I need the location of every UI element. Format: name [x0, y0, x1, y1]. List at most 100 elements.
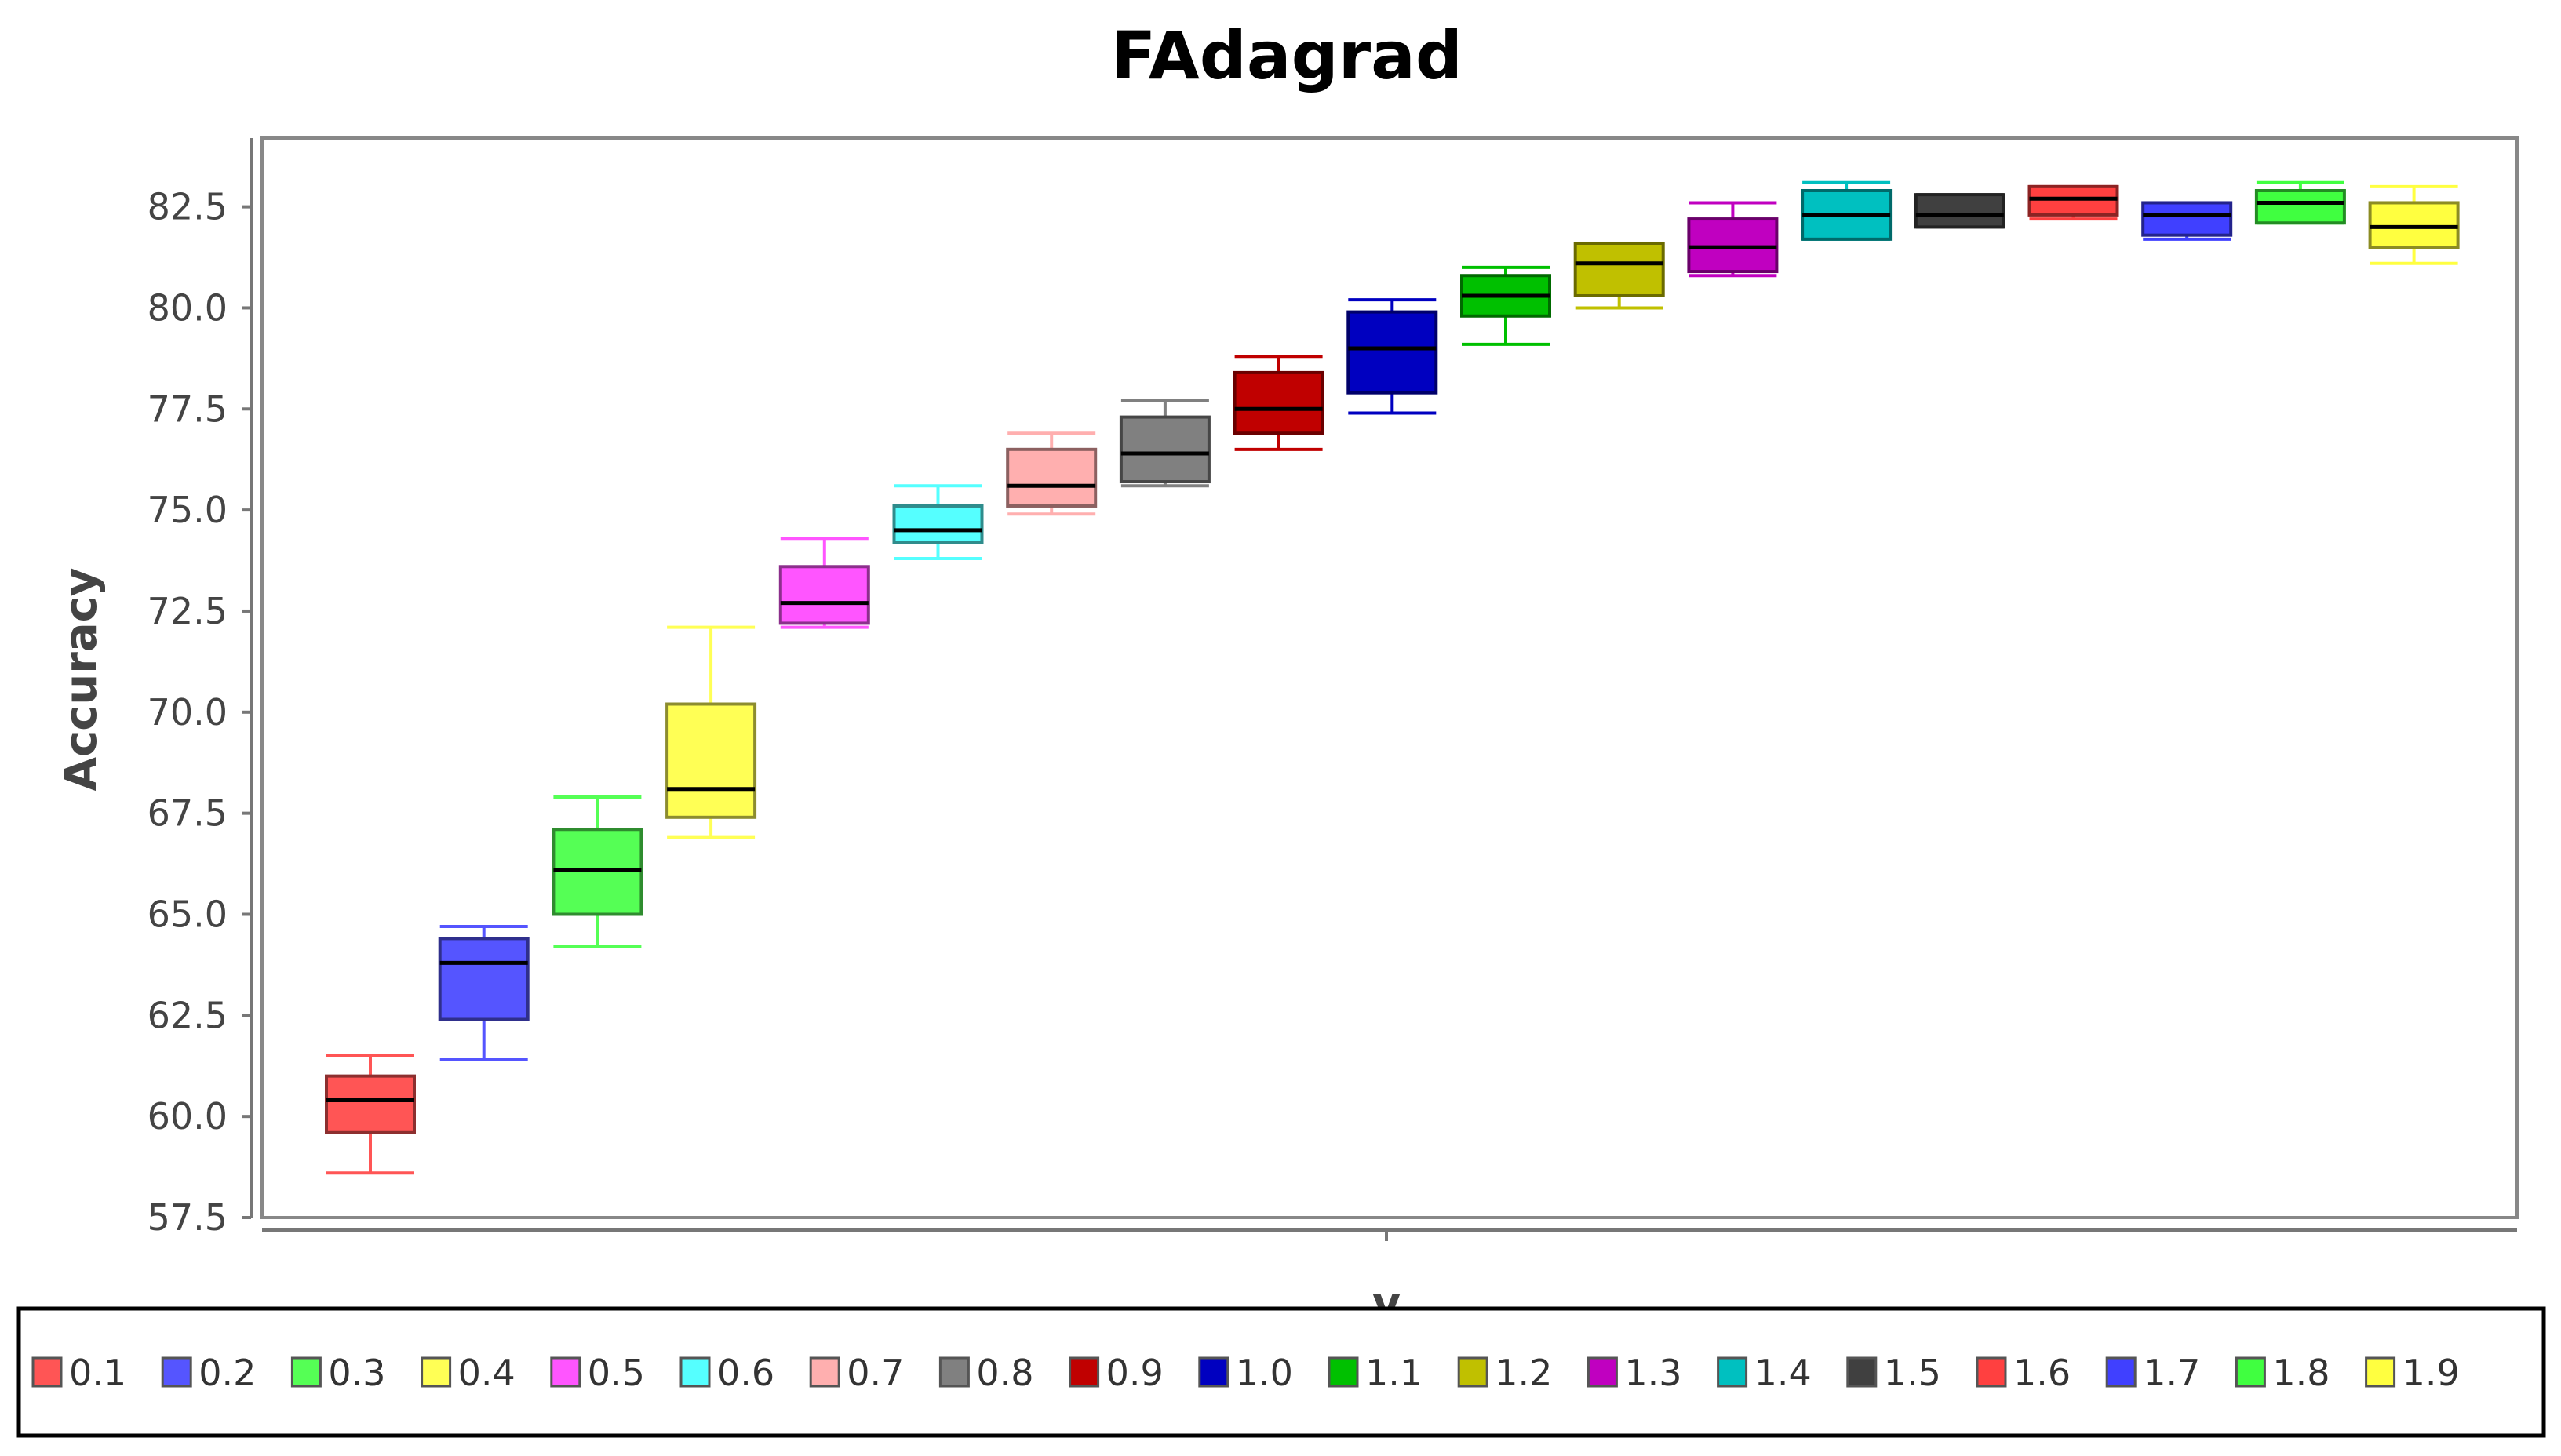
- legend-item-1.7: 1.7: [2105, 1352, 2200, 1394]
- y-tick-label: 60.0: [148, 1095, 228, 1138]
- legend-label: 1.2: [1495, 1352, 1552, 1394]
- box-0.2: [438, 924, 530, 1062]
- legend-item-0.7: 0.7: [809, 1352, 904, 1394]
- legend-label: 0.4: [458, 1352, 515, 1394]
- legend-swatch: [1587, 1356, 1618, 1388]
- y-tick-label: 70.0: [148, 691, 228, 733]
- y-tick-label: 75.0: [148, 489, 228, 531]
- legend-item-1.1: 1.1: [1328, 1352, 1423, 1394]
- legend-label: 0.8: [976, 1352, 1033, 1394]
- legend-item-0.4: 0.4: [421, 1352, 515, 1394]
- legend-label: 1.3: [1624, 1352, 1681, 1394]
- box-0.9: [1233, 355, 1324, 451]
- box-1.9: [2368, 184, 2460, 265]
- legend-label: 0.6: [717, 1352, 774, 1394]
- legend-swatch: [938, 1356, 970, 1388]
- legend-swatch: [161, 1356, 192, 1388]
- legend-item-1.2: 1.2: [1457, 1352, 1552, 1394]
- legend-swatch: [1198, 1356, 1229, 1388]
- legend-label: 1.8: [2272, 1352, 2330, 1394]
- box-1.5: [1914, 193, 2005, 229]
- y-axis-label: Accuracy: [56, 568, 107, 792]
- y-tick-label: 67.5: [148, 792, 228, 835]
- legend-item-1.4: 1.4: [1717, 1352, 1812, 1394]
- legend-label: 1.0: [1236, 1352, 1293, 1394]
- legend-item-1.3: 1.3: [1587, 1352, 1682, 1394]
- box-iqr: [1346, 310, 1438, 395]
- box-1.8: [2254, 180, 2346, 225]
- y-tick-label: 80.0: [148, 286, 228, 329]
- legend-label: 1.1: [1365, 1352, 1423, 1394]
- legend-label: 0.5: [588, 1352, 645, 1394]
- legend-swatch: [1457, 1356, 1488, 1388]
- box-1.4: [1801, 180, 1893, 241]
- box-iqr: [892, 504, 984, 544]
- legend-item-0.8: 0.8: [938, 1352, 1034, 1394]
- box-1.7: [2141, 201, 2233, 241]
- box-iqr: [2027, 184, 2119, 217]
- box-iqr: [1233, 370, 1324, 435]
- legend-swatch: [2365, 1356, 2396, 1388]
- y-tick-label: 62.5: [148, 994, 228, 1036]
- box-1.6: [2027, 184, 2119, 221]
- boxes-group: [325, 180, 2460, 1175]
- box-iqr: [438, 937, 530, 1021]
- box-iqr: [1006, 447, 1098, 508]
- legend-item-0.5: 0.5: [550, 1352, 645, 1394]
- legend-swatch: [2105, 1356, 2137, 1388]
- y-tick-label: 72.5: [148, 590, 228, 632]
- box-0.1: [325, 1054, 416, 1175]
- y-tick-label: 82.5: [148, 186, 228, 228]
- box-0.3: [552, 795, 643, 948]
- legend-item-1.9: 1.9: [2365, 1352, 2460, 1394]
- legend-item-1.5: 1.5: [1846, 1352, 1941, 1394]
- box-1.1: [1460, 265, 1551, 346]
- legend-item-0.2: 0.2: [161, 1352, 256, 1394]
- legend-label: 1.4: [1754, 1352, 1812, 1394]
- legend-swatch: [550, 1356, 581, 1388]
- legend-item-0.3: 0.3: [290, 1352, 386, 1394]
- box-iqr: [1914, 193, 2005, 229]
- legend-label: 1.5: [1884, 1352, 1941, 1394]
- legend-item-0.9: 0.9: [1069, 1352, 1164, 1394]
- legend-swatch: [1846, 1356, 1878, 1388]
- legend-label: 0.7: [847, 1352, 904, 1394]
- legend-item-0.6: 0.6: [679, 1352, 774, 1394]
- box-iqr: [1573, 241, 1665, 297]
- box-1.2: [1573, 241, 1665, 310]
- legend-item-0.1: 0.1: [31, 1352, 126, 1394]
- box-1.3: [1687, 201, 1779, 278]
- box-iqr: [2141, 201, 2233, 237]
- box-1.0: [1346, 298, 1438, 415]
- legend-label: 0.1: [69, 1352, 126, 1394]
- box-iqr: [325, 1074, 416, 1134]
- legend-item-1.0: 1.0: [1198, 1352, 1293, 1394]
- legend-swatch: [1069, 1356, 1100, 1388]
- y-tick-label: 65.0: [148, 893, 228, 935]
- box-iqr: [778, 565, 870, 625]
- box-iqr: [2368, 201, 2460, 249]
- legend-label: 1.6: [2013, 1352, 2071, 1394]
- chart-title: FAdagrad: [1111, 17, 1463, 94]
- legend-swatch: [421, 1356, 452, 1388]
- legend-swatch: [31, 1356, 63, 1388]
- box-0.8: [1119, 399, 1211, 488]
- legend-swatch: [290, 1356, 322, 1388]
- box-iqr: [552, 828, 643, 916]
- box-iqr: [665, 702, 757, 819]
- box-iqr: [2254, 188, 2346, 225]
- legend-label: 1.9: [2403, 1352, 2460, 1394]
- box-0.5: [778, 537, 870, 629]
- legend-swatch: [809, 1356, 840, 1388]
- legend-label: 1.7: [2143, 1352, 2200, 1394]
- legend-swatch: [1976, 1356, 2007, 1388]
- box-iqr: [1687, 217, 1779, 274]
- y-tick-label: 57.5: [148, 1196, 228, 1239]
- legend-label: 0.3: [328, 1352, 385, 1394]
- box-iqr: [1119, 415, 1211, 484]
- legend: 0.1 0.2 0.3 0.4 0.5 0.6 0.7 0.8 0.9 1.0 1.1 1.2 1.3 1…: [31, 1352, 2460, 1394]
- legend-swatch: [679, 1356, 711, 1388]
- y-axis-ticks: 57.5 60.0 62.5 65.0 67.5 70.0 72.5 75.0 77.5 80.0…: [148, 186, 251, 1239]
- box-0.6: [892, 484, 984, 560]
